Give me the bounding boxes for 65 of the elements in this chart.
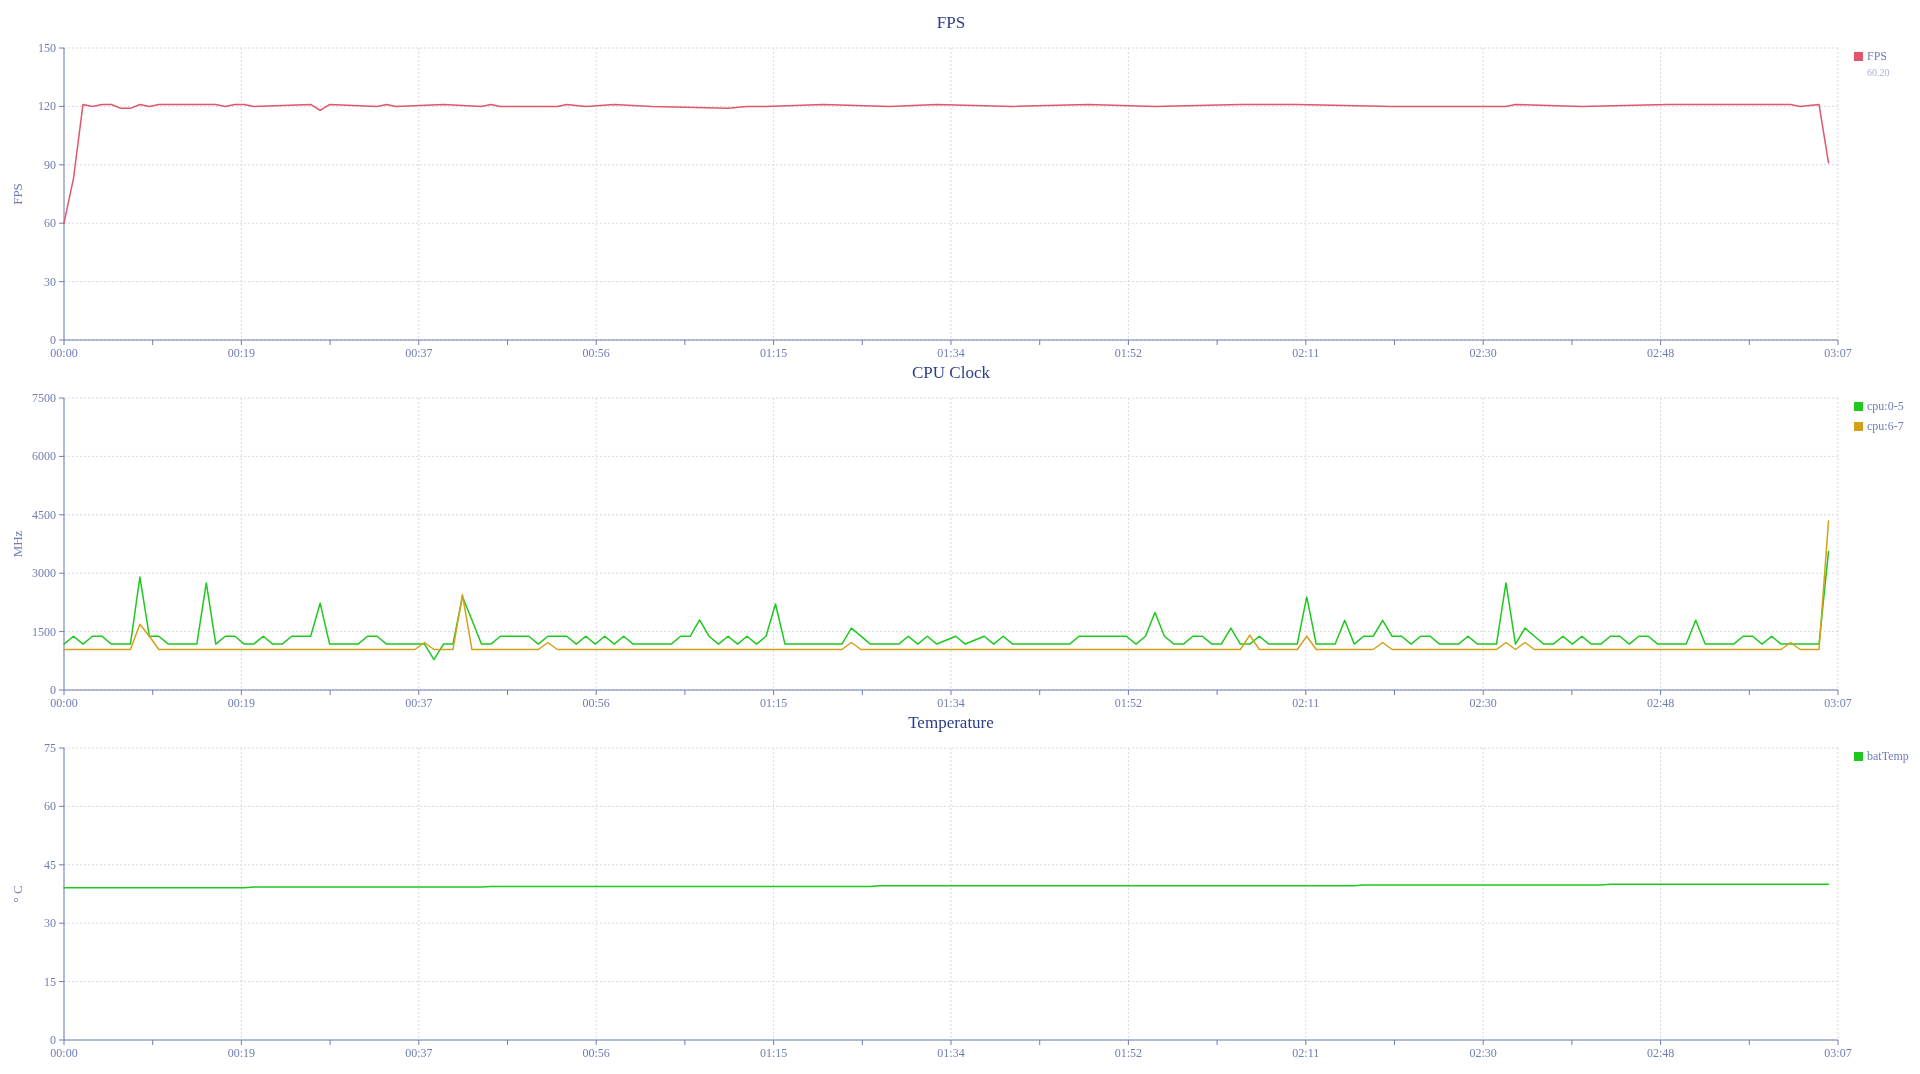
x-tick-label: 00:19 — [227, 1046, 256, 1060]
x-tick-label: 00:56 — [582, 696, 610, 710]
x-tick-label: 02:48 — [1646, 1046, 1675, 1060]
x-tick-label: 01:34 — [937, 696, 965, 710]
x-tick-label: 03:07 — [1824, 346, 1852, 360]
x-tick-label: 01:15 — [759, 346, 788, 360]
y-tick-label: 7500 — [32, 391, 56, 405]
y-axis-title: MHz — [10, 530, 25, 558]
x-tick-label: 02:11 — [1292, 1046, 1320, 1060]
x-tick-label: 01:15 — [759, 1046, 788, 1060]
y-tick-label: 0 — [50, 333, 56, 347]
x-tick-label: 00:19 — [227, 346, 256, 360]
x-tick-label: 02:48 — [1646, 696, 1675, 710]
x-tick-label: 01:34 — [937, 1046, 965, 1060]
y-tick-label: 120 — [38, 99, 56, 114]
line-series — [63, 550, 1830, 661]
x-tick-label: 01:15 — [759, 696, 788, 710]
x-tick-label: 00:00 — [50, 346, 78, 360]
x-tick-label: 01:52 — [1114, 346, 1143, 360]
chart-title: Temperature — [908, 713, 994, 732]
x-tick-label: 00:19 — [227, 696, 256, 710]
x-tick-label: 00:37 — [405, 346, 433, 360]
y-tick-label: 1500 — [32, 624, 56, 639]
x-tick-label: 02:30 — [1469, 346, 1497, 360]
x-tick-label: 00:56 — [582, 346, 610, 360]
line-series — [63, 520, 1830, 651]
x-tick-label: 00:56 — [582, 1046, 610, 1060]
text: 60.20 — [1867, 67, 1890, 78]
y-tick-label: 75 — [44, 741, 56, 755]
legend-label: batTemp — [1867, 749, 1909, 763]
y-tick-label: 45 — [44, 857, 56, 872]
x-tick-label: 00:37 — [405, 696, 433, 710]
y-tick-label: 150 — [38, 41, 56, 55]
y-tick-label: 60 — [44, 216, 56, 231]
x-tick-label: 03:07 — [1824, 1046, 1852, 1060]
chart-title: CPU Clock — [912, 363, 991, 382]
x-tick-label: 02:11 — [1292, 346, 1320, 360]
y-axis-title: ° C — [10, 885, 25, 903]
x-tick-label: 02:30 — [1469, 1046, 1497, 1060]
x-tick-label: 02:30 — [1469, 696, 1497, 710]
x-tick-label: 00:00 — [50, 1046, 78, 1060]
legend-label: cpu:0-5 — [1867, 399, 1904, 413]
y-tick-label: 30 — [44, 916, 56, 931]
x-tick-label: 00:00 — [50, 696, 78, 710]
y-tick-label: 0 — [50, 1033, 56, 1047]
y-tick-label: 6000 — [32, 449, 56, 464]
y-tick-label: 15 — [44, 974, 56, 989]
line-series — [63, 103, 1830, 224]
x-tick-label: 02:11 — [1292, 696, 1320, 710]
x-tick-label: 02:48 — [1646, 346, 1675, 360]
x-tick-label: 01:52 — [1114, 1046, 1143, 1060]
chart-title: FPS — [936, 13, 966, 32]
y-tick-label: 0 — [50, 683, 56, 697]
y-tick-label: 60 — [44, 799, 56, 814]
x-tick-label: 00:37 — [405, 1046, 433, 1060]
y-axis-title: FPS — [10, 183, 25, 205]
x-tick-label: 03:07 — [1824, 696, 1852, 710]
x-tick-label: 01:34 — [937, 346, 965, 360]
x-tick-label: 01:52 — [1114, 696, 1143, 710]
y-tick-label: 4500 — [32, 507, 56, 522]
y-tick-label: 90 — [44, 157, 56, 172]
y-tick-label: 30 — [44, 274, 56, 289]
legend-label: cpu:6-7 — [1867, 419, 1904, 433]
y-tick-label: 3000 — [32, 566, 56, 581]
legend-label: FPS — [1867, 49, 1888, 63]
